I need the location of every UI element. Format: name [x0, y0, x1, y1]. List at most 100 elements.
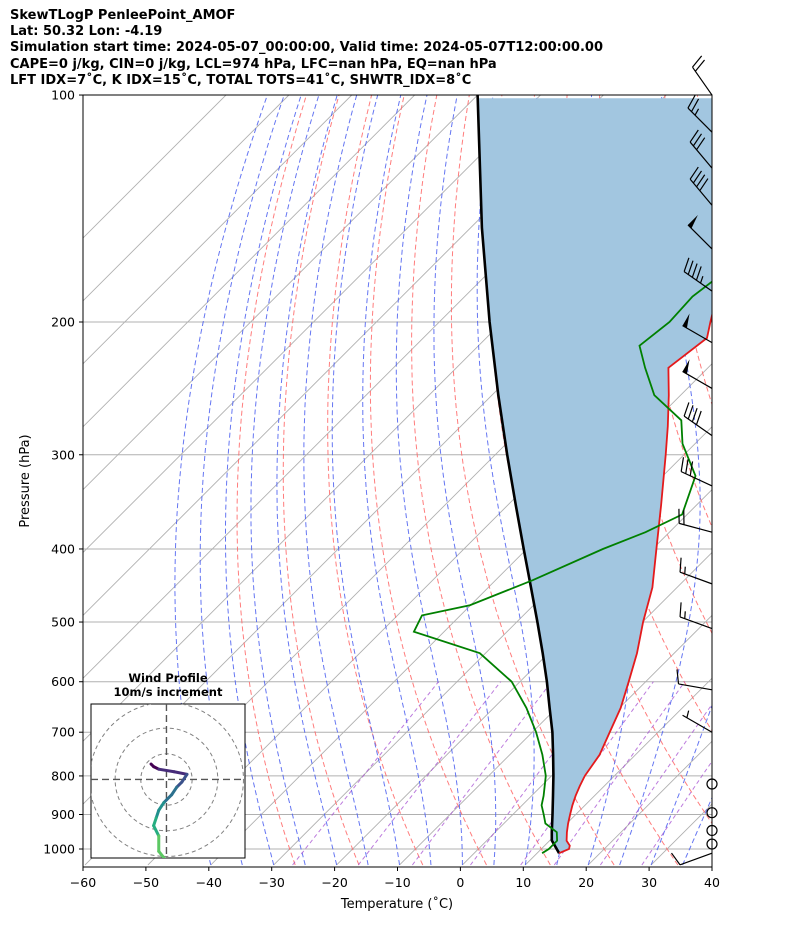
- y-axis-label: Pressure (hPa): [18, 434, 33, 527]
- wind-barb: [682, 359, 713, 389]
- barb-full: [679, 557, 682, 573]
- y-tick-label: 1000: [43, 842, 75, 857]
- wind-barb: [706, 807, 718, 819]
- wind-barb: [689, 166, 713, 206]
- wind-barb: [692, 55, 713, 96]
- y-tick-label: 300: [51, 447, 75, 462]
- cape-line: CAPE=0 j/kg, CIN=0 j/kg, LCL=974 hPa, LF…: [10, 56, 497, 72]
- barb-full: [685, 459, 689, 474]
- wind-barb: [676, 669, 713, 691]
- hodograph-segment: [152, 824, 161, 838]
- calm-wind-circle: [706, 807, 718, 819]
- barb-shaft: [682, 325, 713, 344]
- barb-full: [692, 55, 703, 68]
- x-tick-label: 40: [704, 875, 720, 890]
- isotherm-line: [714, 95, 794, 865]
- wind-barb: [706, 838, 718, 850]
- dry-adiabat-line: [369, 95, 487, 866]
- mixing-ratio-line: [553, 681, 686, 866]
- mixing-ratio-line: [411, 681, 552, 866]
- x-axis-label: Temperature (˚C): [340, 896, 453, 912]
- barb-flag: [682, 313, 690, 329]
- y-tick-label: 700: [51, 725, 75, 740]
- temperature-line: [558, 311, 712, 855]
- wind-barb: [706, 778, 718, 790]
- hodograph-segment: [157, 801, 166, 812]
- mixing-ratio-line: [357, 681, 502, 866]
- hodograph-segment: [184, 898, 187, 901]
- isotherm-line: [83, 95, 478, 491]
- hodograph-segment: [157, 767, 176, 774]
- wind-barb: [687, 95, 713, 133]
- barb-shaft: [692, 66, 713, 96]
- barb-shaft: [680, 471, 713, 487]
- wind-barb: [679, 602, 713, 630]
- moist-adiabat-line: [714, 95, 794, 865]
- x-tick-label: −30: [259, 875, 285, 890]
- x-tick-label: 20: [578, 875, 594, 890]
- calm-wind-circle: [706, 838, 718, 850]
- y-tick-label: 800: [51, 768, 75, 783]
- y-tick-label: 400: [51, 541, 75, 556]
- barb-shaft: [678, 683, 713, 691]
- moist-adiabat-line: [650, 704, 712, 866]
- isotherm-line: [83, 95, 415, 428]
- isotherm-line: [777, 95, 794, 865]
- moist-adiabat-line: [395, 95, 463, 865]
- barb-full: [694, 59, 706, 72]
- barb-shaft: [679, 852, 713, 866]
- mixing-ratio-line: [599, 703, 712, 866]
- barb-shaft: [679, 522, 713, 533]
- wind-barb: [682, 710, 713, 733]
- barb-half: [684, 566, 686, 574]
- barb-full: [691, 407, 698, 423]
- hodograph-segment: [180, 772, 189, 784]
- barb-shaft: [687, 224, 713, 250]
- x-tick-label: −20: [321, 875, 347, 890]
- moist-adiabat-line: [619, 95, 701, 866]
- y-tick-label: 100: [51, 88, 75, 103]
- barb-shaft: [683, 415, 713, 437]
- x-tick-label: −10: [384, 875, 410, 890]
- barb-full: [671, 852, 681, 866]
- wind-barb: [687, 214, 713, 250]
- location-line: Lat: 50.32 Lon: -4.19: [10, 24, 163, 40]
- wind-barb: [671, 852, 713, 866]
- hodograph-title: Wind Profile: [128, 671, 208, 685]
- time-line: Simulation start time: 2024-05-07_00:00:…: [10, 40, 603, 56]
- isotherm-line: [83, 95, 227, 239]
- calm-wind-circle: [706, 778, 718, 790]
- barb-half: [686, 710, 690, 718]
- isotherm-line: [83, 95, 604, 617]
- mixing-ratio-line: [292, 681, 439, 866]
- hodograph-plot: [91, 704, 245, 901]
- chart-title-block: SkewTLogP PenleePoint_AMOF Lat: 50.32 Lo…: [10, 8, 603, 89]
- dry-adiabat-line: [282, 95, 360, 866]
- moist-adiabat-line: [303, 95, 369, 866]
- barb-full: [683, 402, 690, 417]
- barb-full: [689, 129, 699, 143]
- hodograph-segment: [182, 882, 185, 897]
- isotherm-line: [83, 95, 541, 554]
- barb-full: [676, 669, 680, 684]
- barb-shaft: [679, 616, 713, 630]
- dry-adiabat-line: [411, 95, 551, 866]
- barb-full: [691, 263, 698, 278]
- moist-adiabat-line: [362, 95, 432, 866]
- moist-adiabat-line: [174, 95, 268, 866]
- dry-adiabat-line: [450, 95, 615, 866]
- wind-barb: [706, 824, 718, 837]
- hodograph-segment: [177, 874, 182, 882]
- dewpoint-line: [412, 280, 712, 854]
- barb-full: [683, 257, 690, 272]
- hodograph-ring: [91, 704, 244, 857]
- barb-shaft: [687, 107, 713, 133]
- mixing-ratio-line: [641, 760, 712, 866]
- barb-full: [696, 137, 706, 151]
- moist-adiabat-line: [250, 95, 320, 866]
- moist-adiabat-line: [276, 95, 338, 866]
- barb-full: [689, 166, 699, 180]
- parcel-profile-line: [476, 95, 561, 854]
- barb-half: [699, 276, 704, 284]
